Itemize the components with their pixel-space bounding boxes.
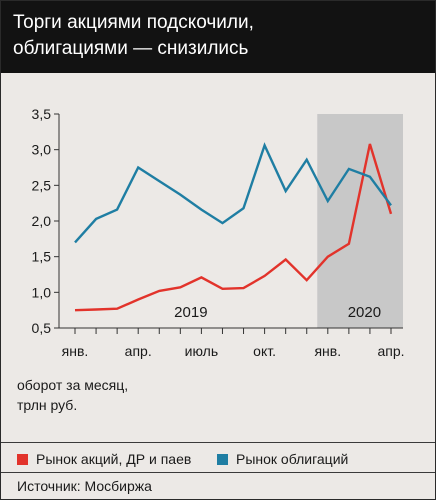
legend-divider <box>1 442 435 443</box>
legend: Рынок акций, ДР и паев Рынок облигаций <box>1 447 435 471</box>
x-tick-label: янв. <box>314 343 341 359</box>
unit-note-line-2: трлн руб. <box>17 397 78 413</box>
legend-swatch-bonds <box>217 454 228 465</box>
y-tick-label: 3,0 <box>32 142 52 158</box>
y-tick-label: 3,5 <box>32 106 52 122</box>
chart-title-line-1: Торги акциями подскочили, <box>13 12 254 33</box>
x-tick-label: июль <box>185 343 218 359</box>
x-tick-label: окт. <box>253 343 276 359</box>
period-label-2020: 2020 <box>348 304 381 321</box>
y-tick-label: 0,5 <box>32 320 52 336</box>
title-bar: Торги акциями подскочили, облигациями — … <box>1 1 435 73</box>
source-divider <box>1 472 435 473</box>
x-tick-label: апр. <box>125 343 152 359</box>
unit-note: оборот за месяц, трлн руб. <box>17 375 128 415</box>
legend-label-stocks: Рынок акций, ДР и паев <box>36 451 192 467</box>
line-chart: 0,5 1,0 1,5 2,0 2,5 3,0 3,5 янв. апр. июль окт. янв… <box>32 106 405 359</box>
chart-title-line-2: облигациями — снизились <box>13 38 249 59</box>
legend-label-bonds: Рынок облигаций <box>236 451 349 467</box>
y-tick-label: 1,5 <box>32 249 52 265</box>
x-tick-label: апр. <box>377 343 404 359</box>
legend-item-stocks: Рынок акций, ДР и паев <box>17 451 191 467</box>
y-tick-label: 1,0 <box>32 284 52 300</box>
period-shade-2020 <box>317 114 403 328</box>
y-tick-label: 2,0 <box>32 213 52 229</box>
series-line-bonds <box>74 142 392 244</box>
x-tick-label: янв. <box>62 343 89 359</box>
series-line-stocks <box>74 143 393 312</box>
source-note: Источник: Мосбиржа <box>17 478 152 494</box>
y-tick-label: 2,5 <box>32 177 52 193</box>
legend-item-bonds: Рынок облигаций <box>217 451 348 467</box>
legend-swatch-stocks <box>17 454 28 465</box>
unit-note-line-1: оборот за месяц, <box>17 377 129 393</box>
period-label-2019: 2019 <box>174 304 207 321</box>
